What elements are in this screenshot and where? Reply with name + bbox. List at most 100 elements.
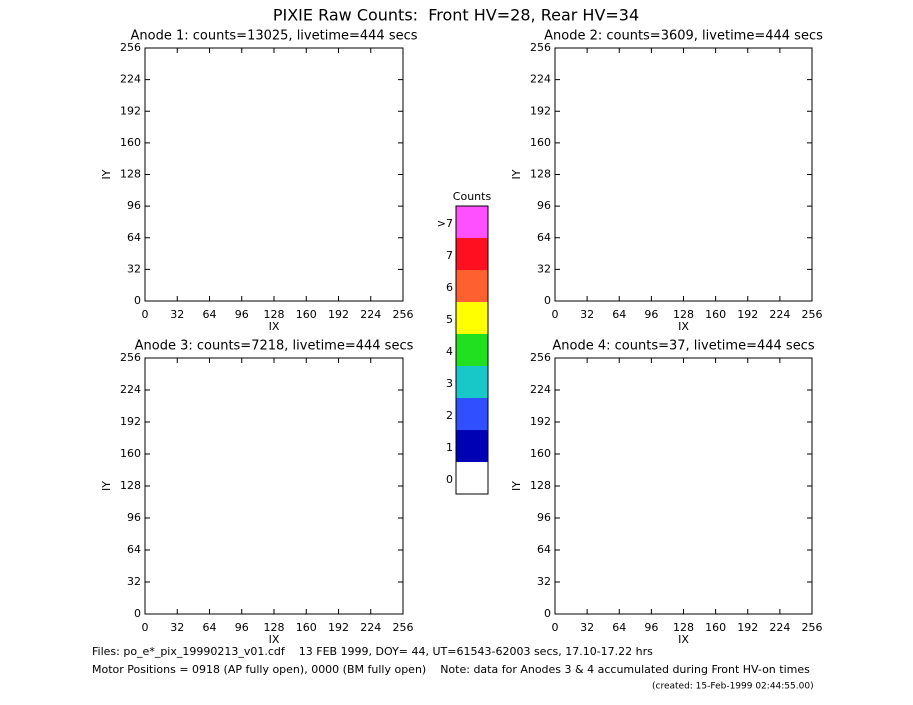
color-block [456,206,488,238]
y-tick-label: 96 [537,511,551,524]
y-tick-label: 0 [544,607,551,620]
x-tick-label: 128 [673,621,694,634]
color-block [456,430,488,462]
x-tick-label: 256 [393,308,414,321]
x-tick-label: 96 [235,308,249,321]
y-tick-label: 32 [127,575,141,588]
colorbar-label: 4 [446,345,453,358]
x-tick-label: 160 [705,308,726,321]
x-tick-label: 64 [203,308,217,321]
x-tick-label: 128 [264,308,285,321]
x-tick-label: 256 [802,308,823,321]
y-tick-label: 128 [530,479,551,492]
color-block [456,302,488,334]
x-tick-label: 96 [644,308,658,321]
footer-motor: Motor Positions = 0918 (AP fully open), … [92,663,810,676]
x-tick-label: 224 [769,621,790,634]
panel-title: Anode 3: counts=7218, livetime=444 secs [135,339,414,354]
y-tick-label: 160 [530,447,551,460]
x-tick-label: 32 [580,621,594,634]
x-tick-label: 160 [296,308,317,321]
y-tick-label: 256 [120,351,141,364]
x-axis-label: IX [678,320,689,333]
x-axis-label: IX [269,633,280,646]
y-tick-label: 0 [544,294,551,307]
y-tick-label: 96 [127,511,141,524]
y-axis-label: IY [510,481,523,491]
y-axis-label: IY [510,169,523,179]
y-tick-label: 224 [120,73,141,86]
colorbar-title: Counts [453,190,492,203]
y-tick-label: 64 [127,231,141,244]
y-tick-label: 64 [127,543,141,556]
x-tick-label: 96 [235,621,249,634]
x-tick-label: 32 [170,621,184,634]
x-tick-label: 224 [360,621,381,634]
color-block [456,398,488,430]
y-tick-label: 32 [127,262,141,275]
x-tick-label: 32 [580,308,594,321]
x-tick-label: 128 [673,308,694,321]
colorbar-label: 5 [446,313,453,326]
colorbar-frame [455,205,489,495]
y-tick-label: 96 [537,199,551,212]
y-tick-label: 32 [537,262,551,275]
color-block [456,238,488,270]
colorbar-label: 6 [446,281,453,294]
x-tick-label: 0 [142,308,149,321]
colorbar-label: >7 [437,217,453,230]
footer-created: (created: 15-Feb-1999 02:44:55.00) [652,682,814,692]
x-tick-label: 0 [142,621,149,634]
y-tick-label: 64 [537,231,551,244]
color-block [456,366,488,398]
y-tick-label: 224 [530,383,551,396]
y-tick-label: 192 [530,415,551,428]
x-tick-label: 192 [328,621,349,634]
x-tick-label: 192 [737,308,758,321]
y-tick-label: 224 [120,383,141,396]
panel-title: Anode 1: counts=13025, livetime=444 secs [130,29,417,44]
colorbar-label: 2 [446,409,453,422]
x-tick-label: 64 [612,621,626,634]
y-tick-label: 64 [537,543,551,556]
x-tick-label: 256 [393,621,414,634]
panel-title: Anode 4: counts=37, livetime=444 secs [552,339,814,354]
y-tick-label: 192 [120,415,141,428]
colorbar-label: 3 [446,377,453,390]
x-tick-label: 0 [552,621,559,634]
y-axis-label: IY [100,481,113,491]
x-tick-label: 64 [203,621,217,634]
colorbar-label: 7 [446,249,453,262]
color-block [456,334,488,366]
y-tick-label: 256 [120,41,141,54]
colorbar-label: 0 [446,473,453,486]
x-tick-label: 64 [612,308,626,321]
colorbar-label: 1 [446,441,453,454]
y-tick-label: 128 [120,168,141,181]
y-tick-label: 224 [530,73,551,86]
y-tick-label: 192 [120,104,141,117]
y-tick-label: 128 [120,479,141,492]
x-tick-label: 0 [552,308,559,321]
y-tick-label: 256 [530,41,551,54]
y-tick-label: 256 [530,351,551,364]
x-tick-label: 224 [769,308,790,321]
x-tick-label: 192 [328,308,349,321]
x-axis-label: IX [678,633,689,646]
y-tick-label: 32 [537,575,551,588]
footer-files: Files: po_e*_pix_19990213_v01.cdf 13 FEB… [92,645,653,658]
x-tick-label: 32 [170,308,184,321]
y-tick-label: 192 [530,104,551,117]
y-tick-label: 160 [120,447,141,460]
y-tick-label: 0 [134,607,141,620]
y-tick-label: 160 [530,136,551,149]
x-tick-label: 160 [296,621,317,634]
y-tick-label: 128 [530,168,551,181]
color-block [456,462,488,494]
y-tick-label: 96 [127,199,141,212]
x-tick-label: 160 [705,621,726,634]
panel-title: Anode 2: counts=3609, livetime=444 secs [544,29,823,44]
x-tick-label: 256 [802,621,823,634]
x-axis-label: IX [269,320,280,333]
